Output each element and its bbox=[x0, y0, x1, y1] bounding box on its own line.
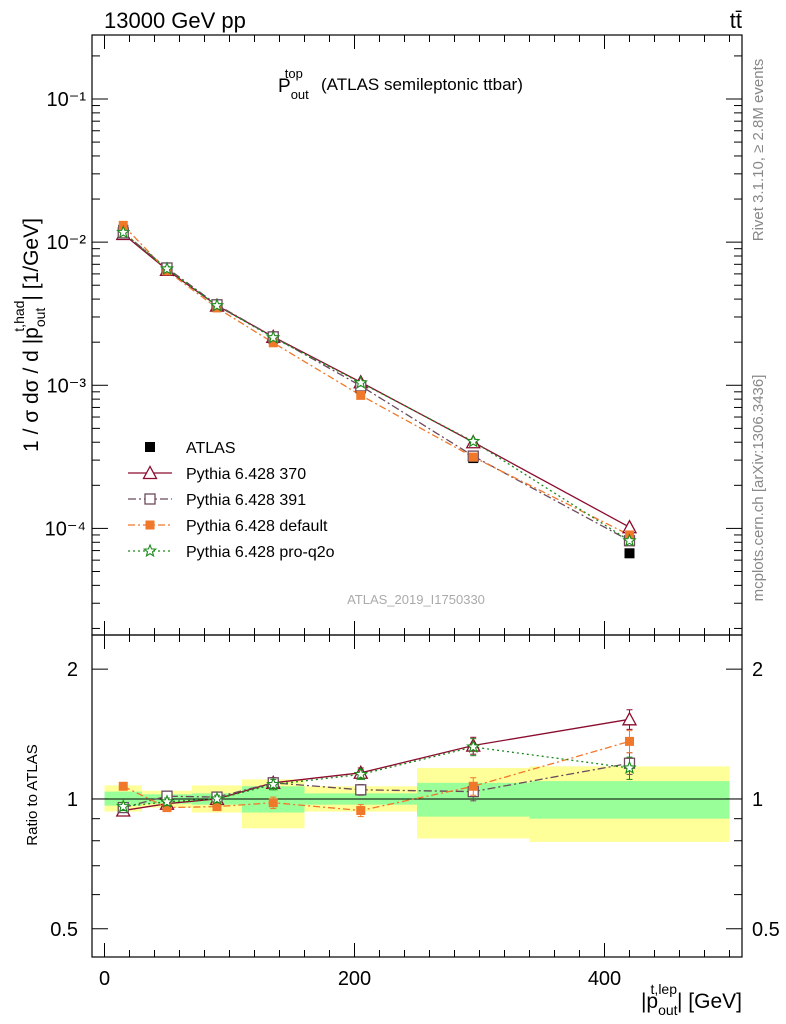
ratio-y-tick-label: 2 bbox=[67, 659, 78, 681]
main-title: Pout top (ATLAS semileptonic ttbar) bbox=[278, 66, 523, 102]
legend: ATLAS Pythia 6.428 370 Pythia 6.428 391 Pyt… bbox=[128, 440, 335, 561]
ratio-plot-elements: 0 200 400 0.5 0.5 1 1 2 2 bbox=[50, 635, 780, 990]
main-series-point-2 bbox=[356, 390, 366, 400]
x-axis-label: |pout t,lep| [GeV] bbox=[641, 981, 742, 1018]
ratio-series-point-2 bbox=[625, 736, 634, 746]
title-rest: (ATLAS semileptonic ttbar) bbox=[321, 75, 523, 94]
ratio-series-point-1 bbox=[355, 784, 367, 796]
atlas-data-point bbox=[624, 548, 635, 559]
ratio-y-tick-label-right: 1 bbox=[752, 789, 763, 811]
x-tick-label: 0 bbox=[99, 968, 110, 990]
watermark: ATLAS_2019_I1750330 bbox=[347, 592, 485, 607]
ratio-series-point-3 bbox=[266, 777, 281, 791]
xlabel-pre: |p bbox=[641, 990, 658, 1013]
ylabel-sub: out bbox=[32, 308, 48, 328]
legend-marker-atlas bbox=[145, 442, 155, 452]
ratio-series-point-2 bbox=[268, 798, 278, 808]
main-series-point-3 bbox=[466, 433, 481, 448]
xlabel-post: | [GeV] bbox=[677, 990, 742, 1013]
title-base: P bbox=[278, 76, 291, 97]
rivet-label: Rivet 3.1.10, ≥ 2.8M events bbox=[750, 59, 767, 242]
legend-label-atlas: ATLAS bbox=[186, 440, 236, 457]
ratio-series-point-3 bbox=[116, 799, 131, 813]
ratio-frame bbox=[91, 634, 743, 958]
title-sub: out bbox=[291, 87, 309, 102]
main-series-point-3 bbox=[266, 330, 281, 344]
main-y-tick-label: 10⁻² bbox=[47, 232, 87, 254]
ratio-series-point-0 bbox=[621, 711, 638, 726]
svg-text:1 / σ dσ / d |poutt,had| [1/Ge: 1 / σ dσ / d |pout t,had| [1/GeV] bbox=[11, 218, 48, 452]
main-series-point-3 bbox=[116, 224, 131, 239]
main-series-line-2 bbox=[122, 224, 630, 536]
ratio-series-point-3 bbox=[466, 739, 481, 754]
main-y-tick-label: 10⁻⁴ bbox=[45, 518, 86, 540]
main-y-axis-label: 1 / σ dσ / d |pout t,had| [1/GeV] bbox=[11, 218, 48, 452]
ratio-series-point-2 bbox=[118, 781, 128, 791]
ratio-y-tick-label-right: 0.5 bbox=[752, 919, 780, 941]
main-series-point-3 bbox=[159, 261, 175, 275]
main-plot-elements: 10⁻¹ 10⁻² 10⁻³ 10⁻⁴ bbox=[45, 35, 742, 635]
legend-label-3: Pythia 6.428 pro-q2o bbox=[186, 544, 335, 561]
ratio-y-tick-label: 1 bbox=[67, 789, 78, 811]
ratio-series-point-3 bbox=[209, 791, 225, 806]
main-panel: 10⁻¹ 10⁻² 10⁻³ 10⁻⁴ Pout top (ATLAS semilept… bbox=[11, 34, 743, 636]
ylabel-sup: t,had bbox=[11, 301, 27, 332]
ratio-y-tick-label: 0.5 bbox=[50, 919, 78, 941]
main-series-line-0 bbox=[122, 233, 630, 528]
ratio-band-inner bbox=[529, 781, 730, 819]
main-series-point-3 bbox=[353, 375, 368, 389]
ylabel-post: | [1/GeV] bbox=[20, 218, 43, 301]
main-series-point-3 bbox=[622, 533, 637, 547]
main-series-point-3 bbox=[209, 298, 225, 312]
main-y-tick-label: 10⁻¹ bbox=[47, 89, 87, 111]
legend-label-0: Pythia 6.428 370 bbox=[186, 466, 306, 483]
ratio-series-point-2 bbox=[356, 806, 366, 816]
xlabel-sub: out bbox=[658, 1002, 678, 1018]
ratio-panel: 0 200 400 0.5 0.5 1 1 2 2 Ratio to ATLAS |pout t,… bbox=[24, 634, 780, 1018]
legend-marker-2 bbox=[145, 520, 155, 530]
x-tick-label: 200 bbox=[338, 968, 371, 990]
legend-label-1: Pythia 6.428 391 bbox=[186, 492, 306, 509]
ylabel-pre: 1 / σ dσ / d |p bbox=[20, 327, 43, 452]
ratio-series-point-2 bbox=[468, 781, 478, 791]
header: 13000 GeV pp tt̄ bbox=[104, 8, 742, 33]
ratio-y-axis-label: Ratio to ATLAS bbox=[24, 744, 41, 845]
main-y-tick-label: 10⁻³ bbox=[47, 375, 87, 397]
svg-text:Pouttop: Pout top bbox=[278, 66, 309, 102]
ratio-series-point-3 bbox=[353, 766, 368, 781]
main-series-point-2 bbox=[468, 452, 478, 462]
x-tick-label: 400 bbox=[588, 968, 621, 990]
header-right: tt̄ bbox=[730, 8, 742, 33]
legend-marker-1 bbox=[144, 493, 156, 505]
title-sup: top bbox=[285, 66, 303, 81]
legend-marker-3 bbox=[142, 543, 158, 558]
ratio-series-point-3 bbox=[622, 760, 637, 775]
mcplots-label: mcplots.cern.ch [arXiv:1306.3436] bbox=[750, 375, 767, 602]
legend-label-2: Pythia 6.428 default bbox=[186, 518, 328, 535]
svg-text:|poutt,lep| [GeV]: |pout t,lep| [GeV] bbox=[641, 981, 742, 1018]
ratio-series-point-3 bbox=[159, 794, 175, 808]
header-left: 13000 GeV pp bbox=[104, 8, 246, 33]
ratio-y-tick-label-right: 2 bbox=[752, 659, 763, 681]
legend-marker-0 bbox=[142, 465, 158, 480]
xlabel-sup: t,lep bbox=[651, 981, 678, 997]
